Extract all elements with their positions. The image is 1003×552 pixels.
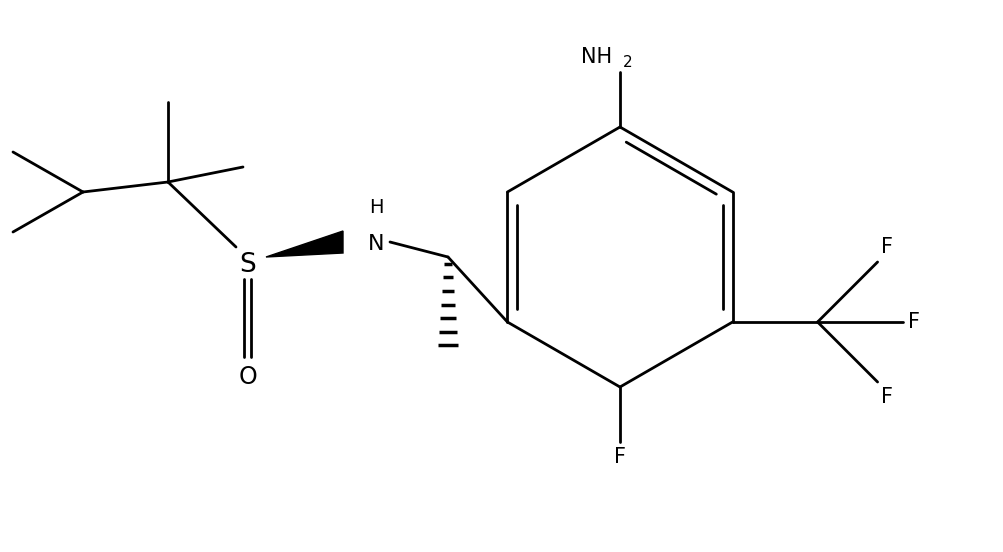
Text: S: S <box>240 252 256 278</box>
Text: 2: 2 <box>623 55 632 70</box>
Text: F: F <box>907 312 919 332</box>
Text: F: F <box>880 387 892 407</box>
Text: H: H <box>368 198 383 217</box>
Text: O: O <box>239 365 257 389</box>
Polygon shape <box>266 231 343 257</box>
Text: F: F <box>614 447 626 467</box>
Text: N: N <box>367 234 384 254</box>
Text: NH: NH <box>581 47 612 67</box>
Text: F: F <box>880 237 892 257</box>
